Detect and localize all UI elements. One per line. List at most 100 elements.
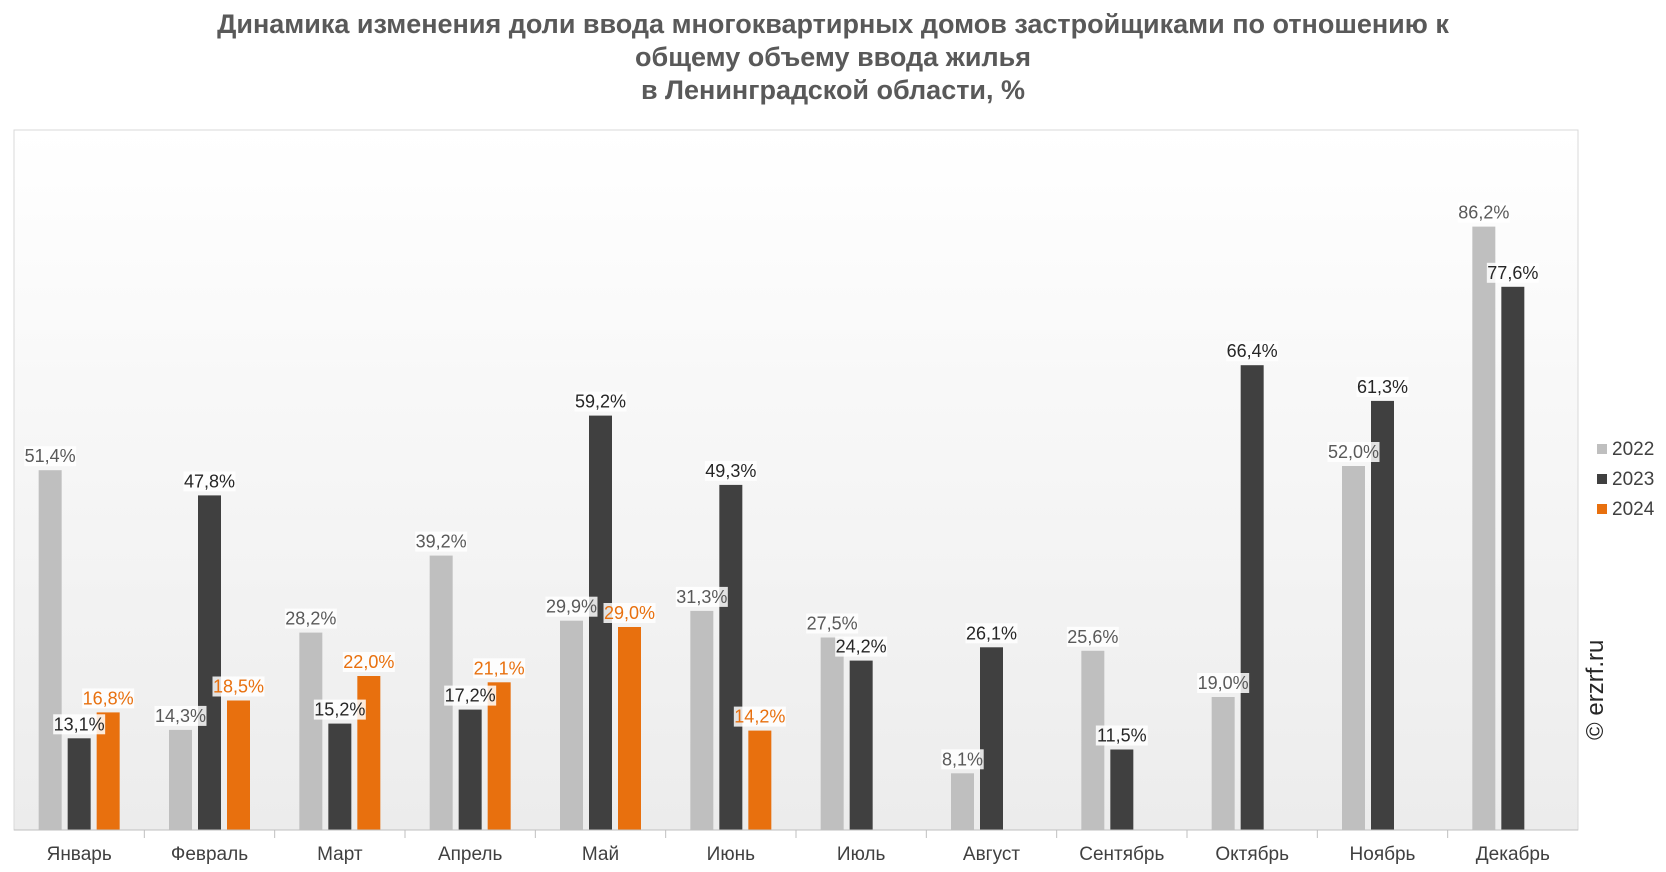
data-label-bg [444, 685, 497, 706]
bar-2022-12 [1472, 226, 1496, 831]
legend-swatch-2024 [1597, 504, 1607, 514]
x-tick-label: Декабрь [1476, 844, 1550, 865]
bar-2023-2 [198, 495, 221, 830]
legend: 2022 2023 2024 [1597, 439, 1655, 520]
bar-2022-4 [429, 555, 453, 830]
title-line-2: общему объему ввода жилья [635, 42, 1031, 72]
legend-label-2022: 2022 [1612, 439, 1654, 460]
data-label-2022: 19,0% [1198, 673, 1249, 693]
x-axis: Январь Февраль Март Апрель Май Июнь Июль Август… [14, 829, 1578, 865]
data-label-2023: 59,2% [575, 392, 626, 412]
bar-2022-8 [951, 773, 974, 830]
bar-2024-2 [227, 700, 250, 830]
bar-2023-8 [980, 647, 1003, 830]
data-label-bg [806, 613, 859, 634]
data-label-2024: 18,5% [213, 677, 264, 697]
data-label-bg [574, 391, 627, 412]
data-label-2022: 27,5% [807, 614, 858, 634]
data-label-bg [313, 699, 366, 720]
bar-2023-11 [1371, 400, 1394, 830]
bar-2024-5 [618, 627, 641, 830]
data-label-bg [1095, 725, 1148, 746]
legend-label-2023: 2023 [1612, 469, 1654, 490]
x-tick-label: Ноябрь [1350, 844, 1416, 865]
data-label-bg [1066, 626, 1119, 647]
data-label-2022: 86,2% [1458, 203, 1509, 223]
data-labels-layer: 51,4% 13,1% 16,8% 14,3% 47,8% 18,5% 28,2% 15,2%… [24, 202, 1539, 770]
data-label-bg [473, 658, 526, 679]
data-label-bg [1356, 376, 1409, 397]
data-label-bg [1457, 202, 1510, 223]
copyright-watermark: © erzrf.ru [1582, 639, 1609, 740]
x-tick-label: Март [317, 844, 363, 865]
bar-2022-3 [299, 632, 323, 830]
data-label-2024: 16,8% [83, 688, 134, 708]
x-tick-label: Сентябрь [1079, 844, 1164, 865]
data-label-bg [24, 446, 77, 467]
legend-label-2024: 2024 [1612, 499, 1655, 520]
data-label-2022: 51,4% [25, 446, 76, 466]
data-label-2023: 13,1% [54, 714, 105, 734]
data-label-bg [415, 531, 468, 552]
data-label-bg [82, 688, 135, 709]
data-label-bg [1226, 341, 1279, 362]
bar-2023-6 [719, 484, 743, 830]
x-tick-label: Апрель [438, 844, 503, 865]
x-tick-label: Июнь [707, 844, 755, 865]
data-label-bg [965, 623, 1018, 644]
data-label-2022: 8,1% [942, 749, 983, 769]
data-label-bg [733, 706, 786, 727]
data-label-2022: 31,3% [676, 587, 727, 607]
data-label-bg [183, 471, 236, 492]
data-label-2022: 25,6% [1067, 627, 1118, 647]
data-label-bg [1197, 673, 1250, 693]
data-label-bg [545, 596, 598, 617]
data-label-bg [342, 652, 395, 672]
data-label-2022: 28,2% [285, 609, 336, 629]
data-label-bg [941, 749, 984, 770]
x-tick-label: Май [582, 844, 619, 865]
bars-layer [38, 226, 1525, 831]
data-label-bg [53, 714, 106, 735]
data-label-2023: 61,3% [1357, 377, 1408, 397]
bar-2024-4 [487, 682, 511, 830]
legend-swatch-2023 [1597, 474, 1607, 484]
data-label-2024: 21,1% [474, 658, 525, 678]
data-label-2023: 15,2% [314, 700, 365, 720]
data-label-2022: 14,3% [155, 706, 206, 726]
data-label-2024: 29,0% [604, 603, 655, 623]
x-tick-label: Август [963, 844, 1020, 865]
data-label-bg [675, 586, 728, 607]
data-label-2024: 14,2% [734, 707, 785, 727]
data-label-bg [835, 636, 888, 657]
bar-2022-6 [690, 610, 714, 830]
data-label-2024: 22,0% [343, 652, 394, 672]
bar-2023-9 [1110, 749, 1134, 830]
bar-2022-2 [169, 729, 192, 830]
bar-2022-5 [560, 620, 583, 830]
data-label-bg [154, 705, 207, 726]
bar-2024-1 [96, 712, 120, 830]
data-label-2023: 47,8% [184, 471, 235, 491]
data-label-2023: 66,4% [1227, 341, 1278, 361]
title-line-1: Динамика изменения доли ввода многокварт… [217, 9, 1449, 39]
data-label-2023: 11,5% [1097, 726, 1147, 746]
x-tick-label: Июль [837, 844, 886, 865]
data-label-bg [284, 608, 337, 629]
data-label-2023: 24,2% [836, 637, 887, 657]
x-tick-label: Январь [47, 844, 112, 865]
x-tick-label: Октябрь [1215, 844, 1289, 865]
data-label-2023: 77,6% [1487, 263, 1538, 283]
bar-2023-7 [849, 660, 873, 830]
data-label-2023: 49,3% [705, 461, 756, 481]
bar-2022-1 [38, 470, 62, 830]
plot-area [13, 129, 1579, 831]
chart-title: Динамика изменения доли ввода многокварт… [0, 8, 1666, 107]
bar-2023-12 [1501, 286, 1525, 830]
data-label-bg [1486, 262, 1539, 283]
bar-2023-5 [589, 415, 612, 830]
data-label-bg [603, 603, 656, 623]
data-label-2022: 29,9% [546, 597, 597, 617]
bar-2022-7 [820, 637, 844, 830]
